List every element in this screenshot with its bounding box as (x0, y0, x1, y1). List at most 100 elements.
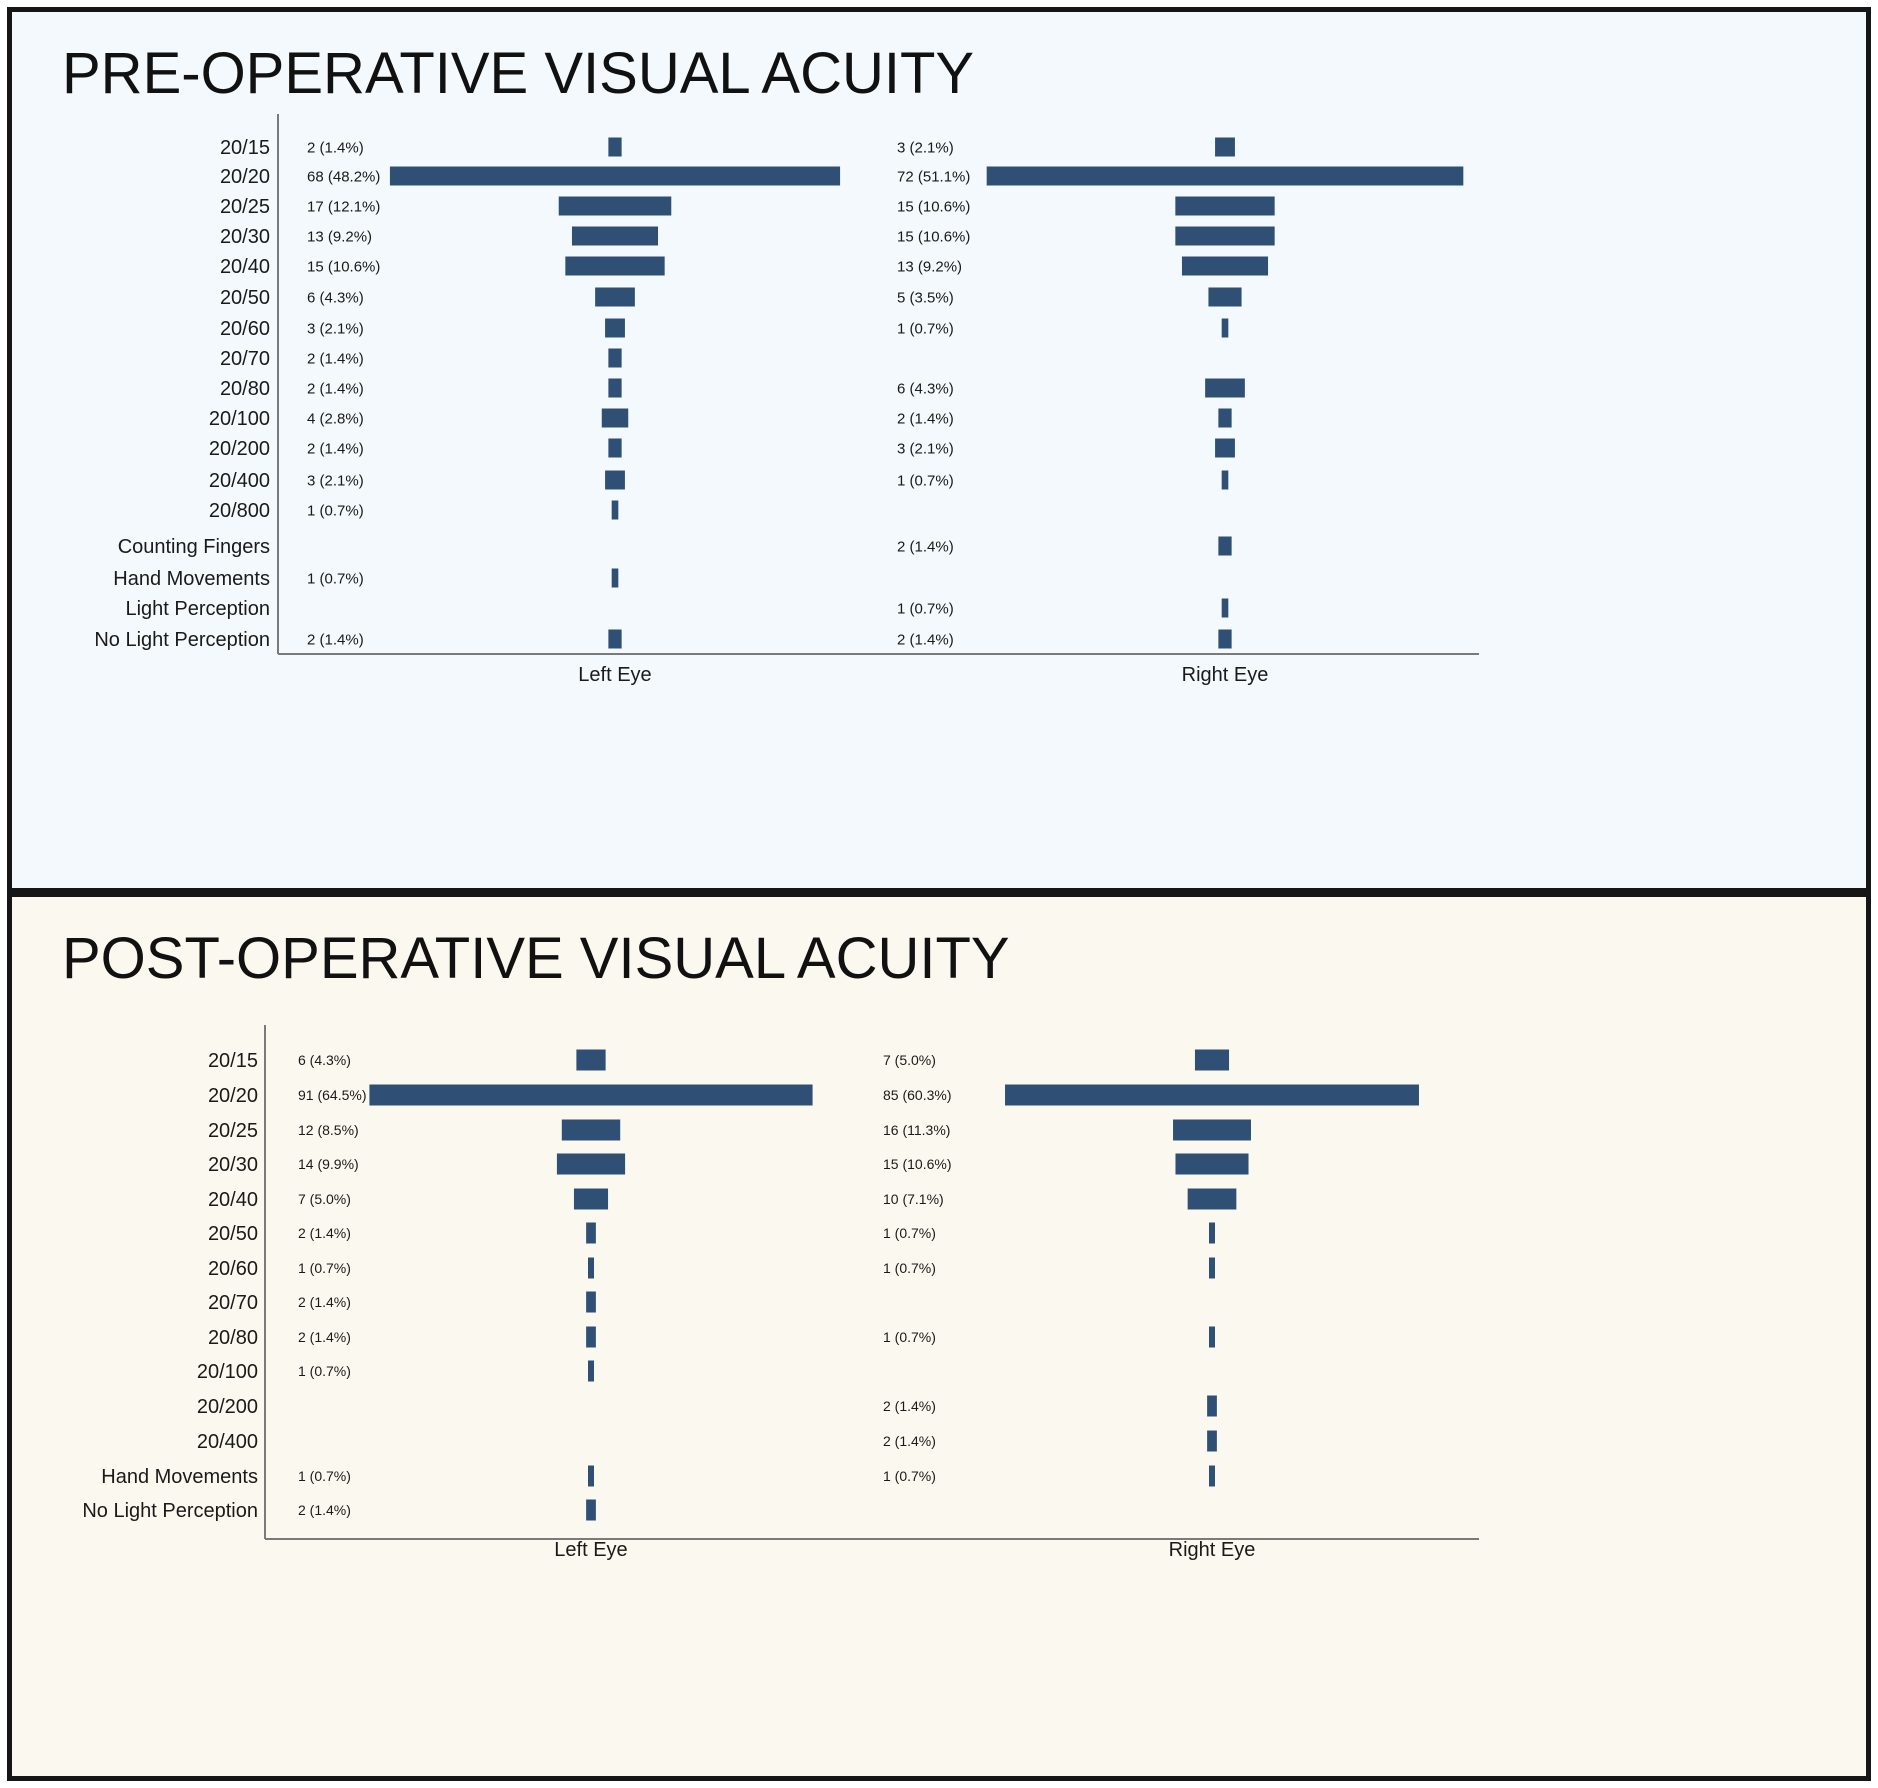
category-label-20-200: 20/200 (197, 1396, 258, 1418)
bar-right-eye-20-50 (1209, 1222, 1215, 1244)
bar-left-eye-20-15 (608, 137, 622, 157)
value-label-left-eye-no-light-perception: 2 (1.4%) (307, 631, 364, 648)
value-label-left-eye-20-60: 1 (0.7%) (298, 1260, 351, 1276)
bar-left-eye-20-70 (586, 1291, 596, 1313)
bar-right-eye-20-15 (1194, 1049, 1230, 1071)
bar-right-eye-20-60 (1209, 1257, 1215, 1279)
bar-left-eye-20-50 (586, 1222, 596, 1244)
category-label-20-15: 20/15 (208, 1050, 258, 1072)
value-label-right-eye-counting-fingers: 2 (1.4%) (897, 538, 954, 555)
x-axis-label-right-eye: Right Eye (1182, 664, 1269, 686)
category-label-20-40: 20/40 (208, 1189, 258, 1211)
value-label-right-eye-20-80: 6 (4.3%) (897, 380, 954, 397)
value-label-left-eye-20-60: 3 (2.1%) (307, 320, 364, 337)
bar-left-eye-20-200 (608, 438, 622, 458)
bar-left-eye-hand-movements (588, 1465, 594, 1487)
category-label-20-25: 20/25 (208, 1120, 258, 1142)
value-label-right-eye-light-perception: 1 (0.7%) (897, 600, 954, 617)
value-label-right-eye-20-60: 1 (0.7%) (883, 1260, 936, 1276)
value-label-right-eye-20-200: 3 (2.1%) (897, 440, 954, 457)
bar-left-eye-20-60 (588, 1257, 594, 1279)
value-label-right-eye-20-80: 1 (0.7%) (883, 1329, 936, 1345)
value-label-left-eye-20-70: 2 (1.4%) (298, 1294, 351, 1310)
pre-operative-chart: 20/15 20/20 20/25 20/30 20/40 20/50 20/60 20/70… (94, 114, 1479, 686)
value-label-left-eye-hand-movements: 1 (0.7%) (307, 570, 364, 587)
bar-left-eye-20-400 (605, 470, 625, 490)
value-label-left-eye-20-40: 15 (10.6%) (307, 258, 380, 275)
bar-right-eye-20-400 (1221, 470, 1229, 490)
value-label-right-eye-hand-movements: 1 (0.7%) (883, 1468, 936, 1484)
value-label-right-eye-no-light-perception: 2 (1.4%) (897, 631, 954, 648)
bar-left-eye-20-20 (389, 166, 841, 186)
bar-left-eye-20-70 (608, 348, 622, 368)
category-label-20-60: 20/60 (208, 1258, 258, 1280)
bar-right-eye-20-400 (1207, 1430, 1217, 1452)
category-label-20-80: 20/80 (208, 1327, 258, 1349)
bar-right-eye-20-60 (1221, 318, 1229, 338)
bar-left-eye-20-100 (588, 1360, 594, 1382)
value-label-left-eye-no-light-perception: 2 (1.4%) (298, 1502, 351, 1518)
value-label-left-eye-20-25: 12 (8.5%) (298, 1122, 359, 1138)
value-label-left-eye-20-25: 17 (12.1%) (307, 198, 380, 215)
bar-right-eye-20-50 (1208, 287, 1242, 307)
value-label-right-eye-20-400: 2 (1.4%) (883, 1433, 936, 1449)
value-label-right-eye-20-30: 15 (10.6%) (897, 228, 970, 245)
bar-left-eye-20-15 (576, 1049, 606, 1071)
bar-right-eye-20-200 (1215, 438, 1235, 458)
category-label-counting-fingers: Counting Fingers (118, 536, 270, 558)
category-label-20-50: 20/50 (208, 1223, 258, 1245)
post-operative-title: POST-OPERATIVE VISUAL ACUITY (62, 926, 1010, 991)
category-label-20-100: 20/100 (197, 1361, 258, 1383)
category-label-light-perception: Light Perception (125, 598, 270, 620)
value-label-left-eye-20-70: 2 (1.4%) (307, 350, 364, 367)
bar-left-eye-20-30 (556, 1153, 626, 1175)
bar-left-eye-hand-movements (611, 568, 619, 588)
category-label-20-100: 20/100 (209, 408, 270, 430)
category-label-20-70: 20/70 (220, 348, 270, 370)
bar-left-eye-no-light-perception (608, 629, 622, 649)
value-label-left-eye-20-100: 1 (0.7%) (298, 1363, 351, 1379)
value-label-left-eye-20-15: 6 (4.3%) (298, 1052, 351, 1068)
category-label-20-800: 20/800 (209, 500, 270, 522)
value-label-left-eye-20-200: 2 (1.4%) (307, 440, 364, 457)
bar-left-eye-20-80 (608, 378, 622, 398)
post-operative-panel: POST-OPERATIVE VISUAL ACUITY 20/15 20/20 2… (7, 892, 1871, 1781)
bar-left-eye-20-40 (573, 1188, 609, 1210)
category-label-20-30: 20/30 (220, 226, 270, 248)
bar-right-eye-light-perception (1221, 598, 1229, 618)
bar-right-eye-20-30 (1175, 1153, 1249, 1175)
value-label-left-eye-20-30: 14 (9.9%) (298, 1156, 359, 1172)
category-label-20-60: 20/60 (220, 318, 270, 340)
value-label-left-eye-20-80: 2 (1.4%) (307, 380, 364, 397)
category-label-20-70: 20/70 (208, 1292, 258, 1314)
value-label-left-eye-20-800: 1 (0.7%) (307, 502, 364, 519)
value-label-left-eye-hand-movements: 1 (0.7%) (298, 1468, 351, 1484)
category-label-hand-movements: Hand Movements (113, 568, 270, 590)
value-label-left-eye-20-15: 2 (1.4%) (307, 139, 364, 156)
category-label-20-40: 20/40 (220, 256, 270, 278)
category-label-20-50: 20/50 (220, 287, 270, 309)
bar-left-eye-no-light-perception (586, 1499, 596, 1521)
value-label-right-eye-20-25: 16 (11.3%) (883, 1122, 950, 1138)
value-label-right-eye-20-400: 1 (0.7%) (897, 472, 954, 489)
bar-right-eye-20-100 (1218, 408, 1232, 428)
category-label-20-20: 20/20 (208, 1085, 258, 1107)
value-label-right-eye-20-15: 3 (2.1%) (897, 139, 954, 156)
category-label-20-200: 20/200 (209, 438, 270, 460)
pre-operative-title: PRE-OPERATIVE VISUAL ACUITY (62, 41, 975, 106)
bar-right-eye-20-20 (1005, 1084, 1419, 1106)
value-label-right-eye-20-20: 72 (51.1%) (897, 168, 970, 185)
value-label-left-eye-20-50: 2 (1.4%) (298, 1225, 351, 1241)
value-label-left-eye-20-100: 4 (2.8%) (307, 410, 364, 427)
category-label-20-400: 20/400 (209, 470, 270, 492)
value-label-right-eye-20-15: 7 (5.0%) (883, 1052, 936, 1068)
category-label-20-15: 20/15 (220, 137, 270, 159)
bar-right-eye-20-80 (1209, 1326, 1215, 1348)
x-axis-label-right-eye: Right Eye (1169, 1539, 1256, 1561)
value-label-left-eye-20-80: 2 (1.4%) (298, 1329, 351, 1345)
bar-right-eye-no-light-perception (1218, 629, 1232, 649)
bar-left-eye-20-30 (571, 226, 659, 246)
category-label-hand-movements: Hand Movements (101, 1466, 258, 1488)
bar-left-eye-20-20 (369, 1084, 813, 1106)
value-label-right-eye-20-40: 10 (7.1%) (883, 1191, 944, 1207)
